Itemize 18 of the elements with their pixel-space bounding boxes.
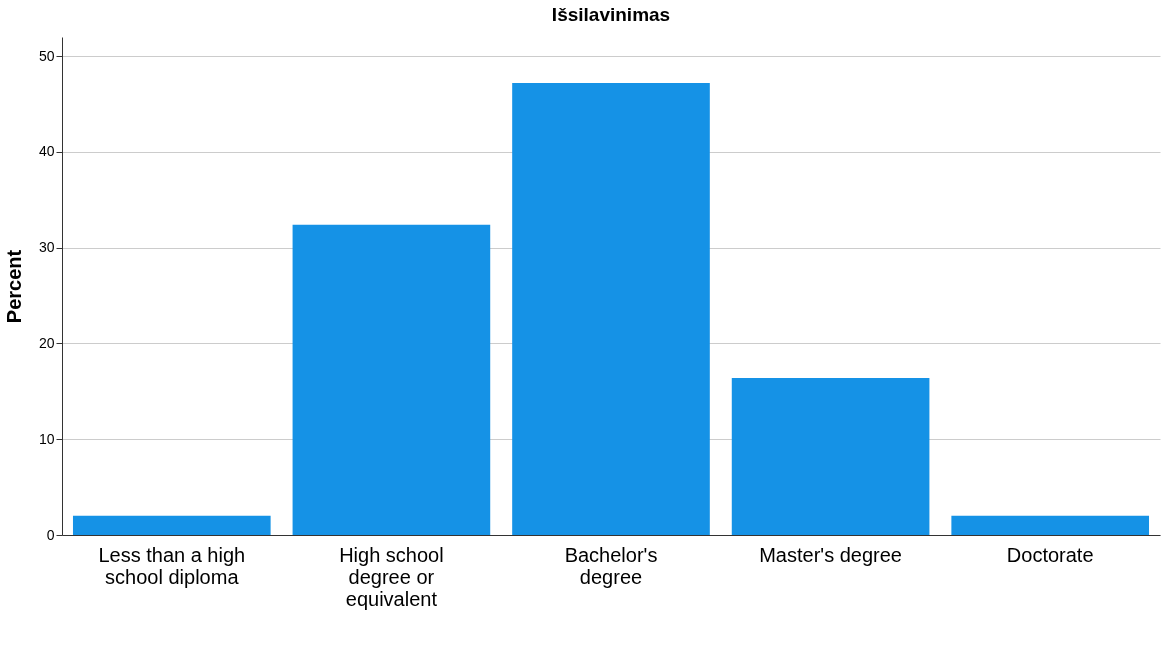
y-tick-label: 20 — [38, 334, 55, 351]
y-tick-label: 10 — [38, 430, 55, 447]
x-tick-label: Doctorate — [1006, 543, 1094, 566]
y-axis-title: Percent — [2, 249, 25, 324]
x-tick-label: Less than a high school diploma — [98, 543, 246, 588]
y-tick-label: 30 — [38, 239, 55, 256]
y-tick-label: 40 — [38, 143, 55, 160]
x-tick-label: Bachelor's degree — [564, 543, 658, 588]
y-tick-label: 0 — [46, 526, 55, 543]
x-tick-label: High school degree or equivalent — [339, 543, 444, 610]
chart-title: Išsilavinimas — [551, 4, 671, 25]
bar — [951, 515, 1150, 535]
y-tick-label: 50 — [38, 47, 55, 64]
bar — [731, 377, 930, 535]
bar — [512, 82, 710, 535]
bar — [72, 515, 271, 535]
bar — [292, 224, 491, 535]
x-tick-label: Master's degree — [759, 543, 902, 566]
